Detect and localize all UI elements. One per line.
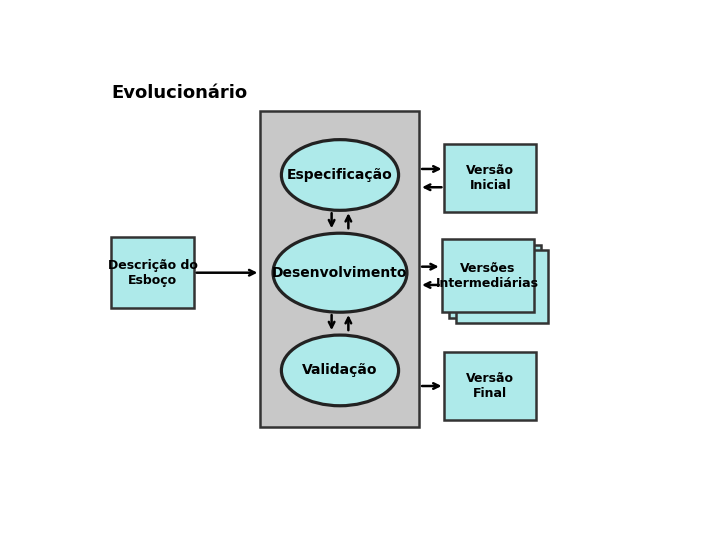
Text: Versões
Intermediárias: Versões Intermediárias (436, 262, 539, 290)
Text: Versão
Final: Versão Final (467, 372, 514, 400)
Bar (456, 250, 548, 323)
Bar (441, 239, 534, 312)
Bar (444, 352, 536, 420)
Text: Especificação: Especificação (287, 168, 393, 182)
Text: Versão
Inicial: Versão Inicial (467, 164, 514, 192)
Text: Evolucionário: Evolucionário (111, 84, 248, 102)
Ellipse shape (282, 335, 399, 406)
Bar (260, 111, 419, 427)
Text: Validação: Validação (302, 363, 378, 377)
Bar (449, 245, 541, 318)
Ellipse shape (282, 140, 399, 211)
Ellipse shape (273, 233, 407, 312)
Text: Descrição do
Esboço: Descrição do Esboço (107, 259, 197, 287)
Bar (444, 144, 536, 212)
Text: Desenvolvimento: Desenvolvimento (272, 266, 408, 280)
Bar (111, 238, 194, 308)
